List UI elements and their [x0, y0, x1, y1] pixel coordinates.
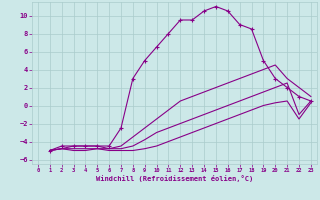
X-axis label: Windchill (Refroidissement éolien,°C): Windchill (Refroidissement éolien,°C) — [96, 175, 253, 182]
